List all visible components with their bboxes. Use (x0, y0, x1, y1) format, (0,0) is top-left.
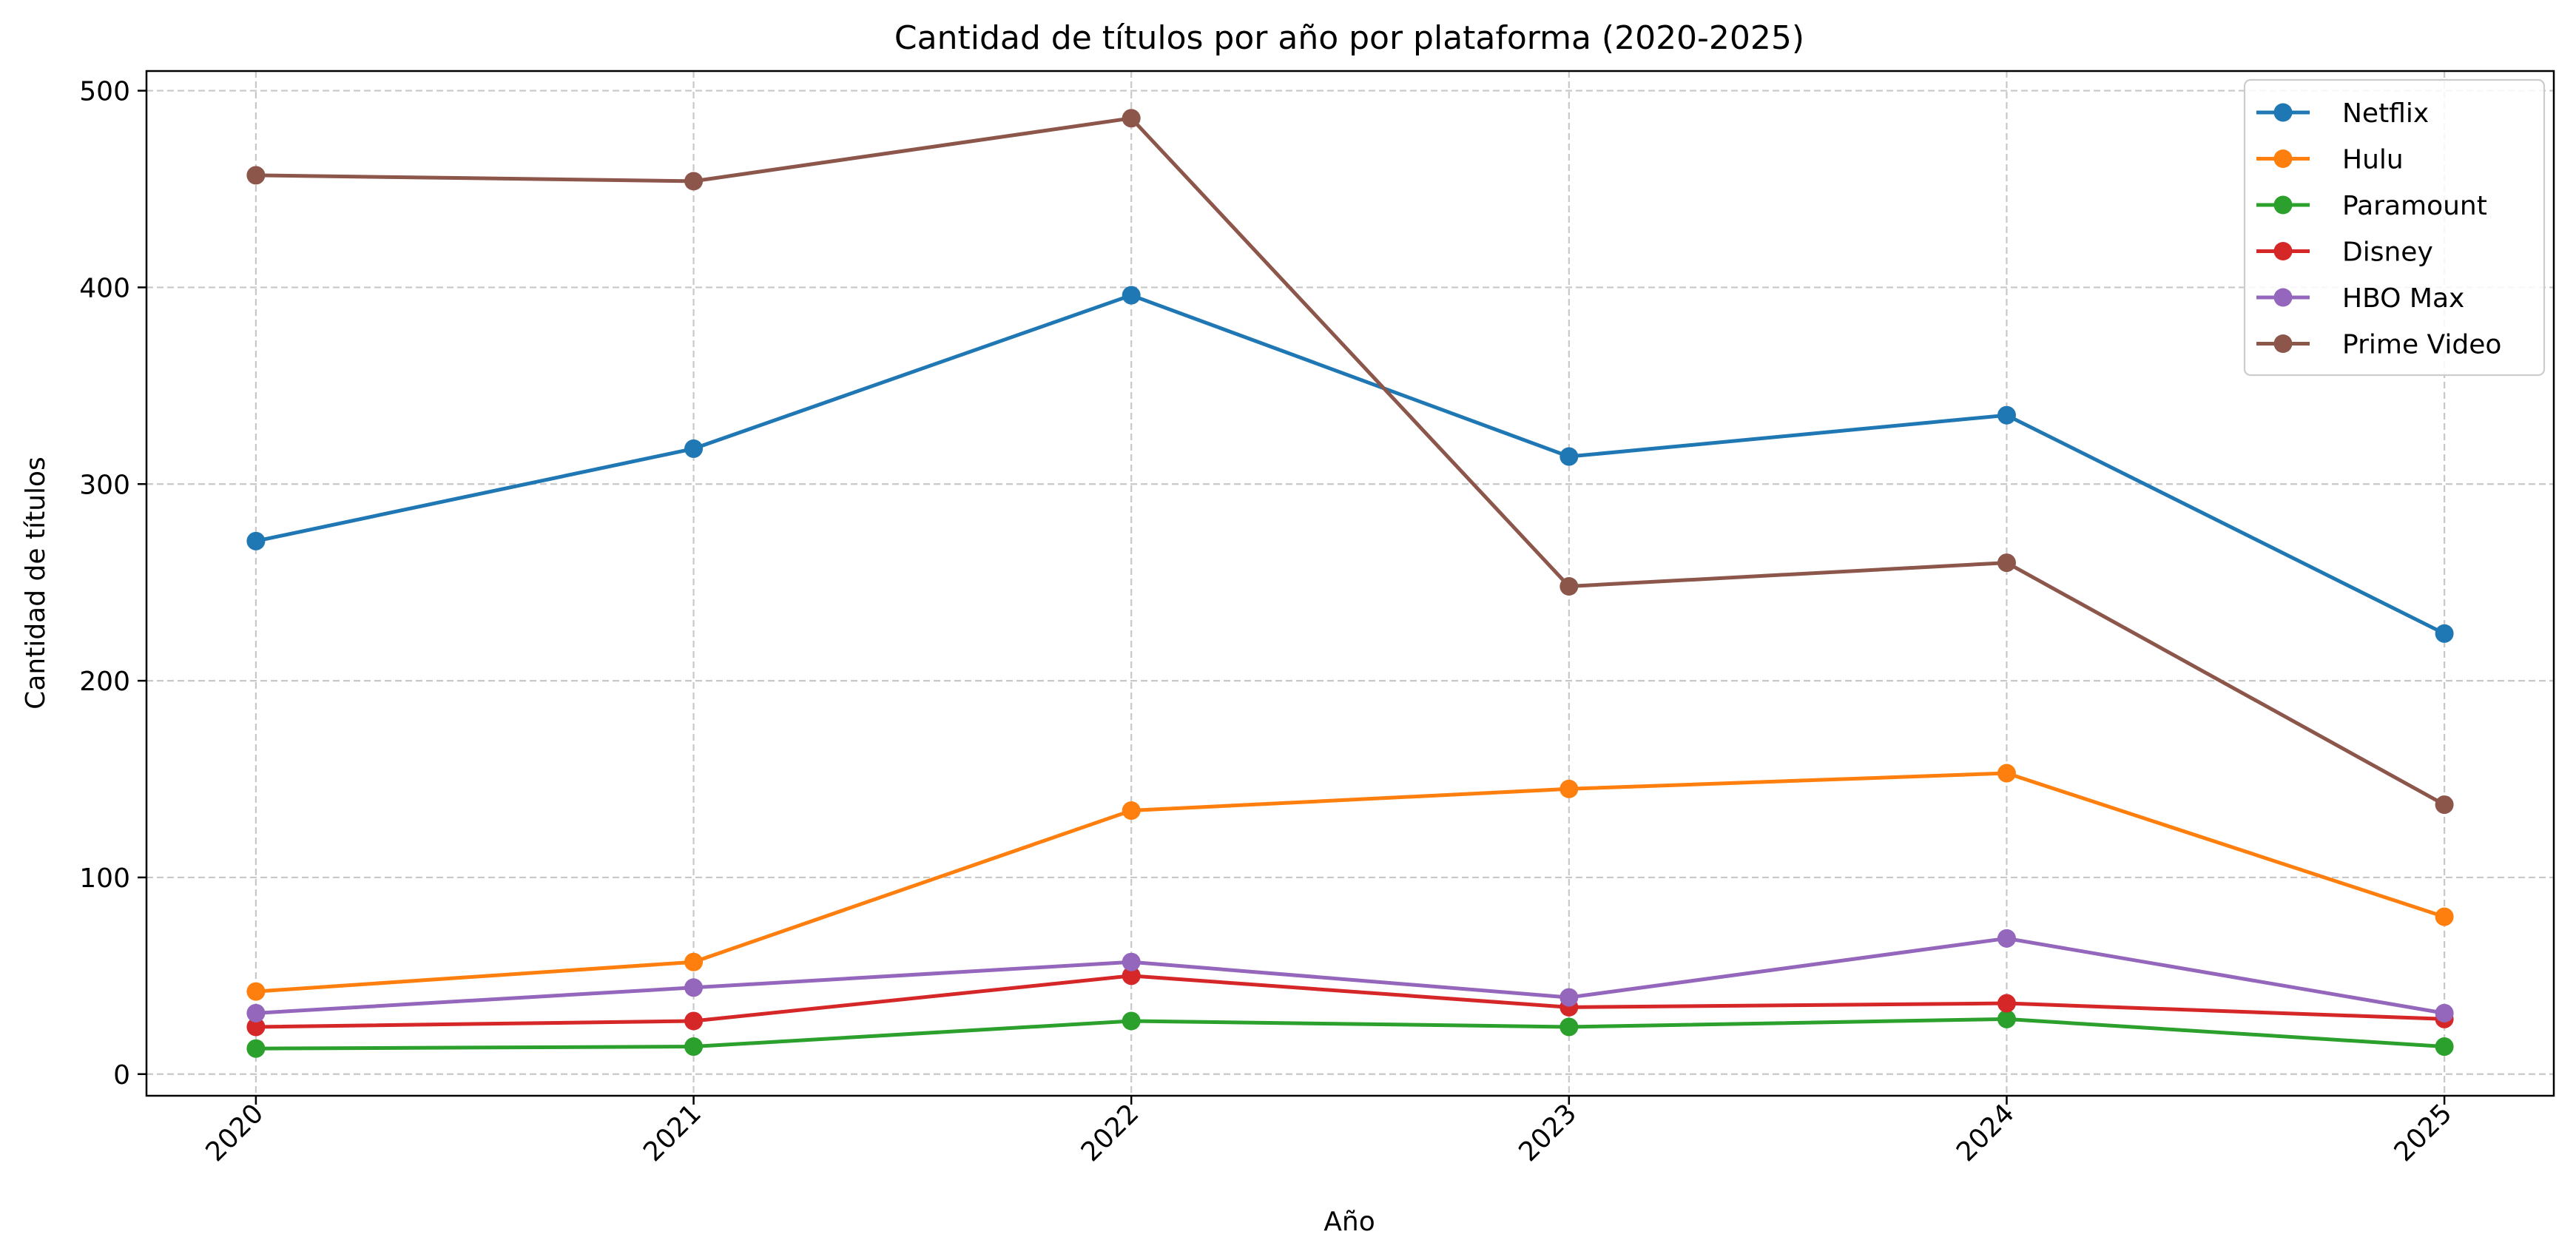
data-point (1122, 286, 1141, 305)
series-line (255, 293, 2446, 636)
legend-label: Hulu (2342, 145, 2404, 175)
y-tick-label: 200 (79, 667, 130, 697)
data-point (1122, 801, 1141, 821)
data-point (684, 1011, 704, 1031)
legend-marker (2273, 195, 2293, 215)
data-point (684, 952, 704, 971)
data-point (246, 531, 266, 550)
legend-marker (2273, 149, 2293, 168)
legend-box (2243, 78, 2546, 377)
series-line (255, 974, 2445, 1029)
legend-item: Hulu (2256, 145, 2404, 175)
legend-item: Prime Video (2256, 330, 2501, 360)
data-point (1997, 405, 2016, 425)
data-point (1560, 447, 1579, 466)
series-hbo-max (246, 929, 2454, 1023)
data-point (2435, 1003, 2454, 1023)
data-point (2435, 795, 2454, 815)
data-point (1560, 576, 1579, 596)
data-point (1997, 994, 2016, 1013)
y-tick-label: 100 (79, 863, 130, 894)
data-point (1997, 1009, 2016, 1028)
series-netflix (246, 286, 2454, 643)
y-tick-label: 0 (113, 1060, 130, 1091)
series-line (255, 116, 2446, 806)
legend-label: Netflix (2342, 98, 2429, 129)
data-point (1122, 952, 1141, 971)
data-point (246, 982, 266, 1001)
legend-label: HBO Max (2342, 283, 2464, 314)
series-hulu (246, 764, 2454, 1001)
legend-item: Paramount (2256, 191, 2487, 221)
data-point (1997, 764, 2016, 783)
legend-item: Disney (2256, 237, 2433, 268)
series-paramount (246, 1009, 2454, 1058)
data-point (1122, 109, 1141, 128)
legend-label: Prime Video (2342, 330, 2501, 360)
data-point (684, 439, 704, 458)
legend-label: Paramount (2342, 191, 2487, 221)
legend-item: HBO Max (2256, 283, 2464, 314)
data-point (1997, 553, 2016, 573)
data-point (1560, 1017, 1579, 1037)
series-prime-video (246, 109, 2454, 815)
x-axis-label: Año (1324, 1207, 1375, 1237)
data-point (684, 172, 704, 191)
data-point (684, 1037, 704, 1057)
y-axis-label: Cantidad de títulos (21, 457, 51, 710)
series-line (255, 936, 2445, 1015)
data-point (246, 1003, 266, 1023)
data-point (1997, 929, 2016, 948)
series-line (255, 771, 2445, 994)
legend-label: Disney (2342, 237, 2433, 268)
legend-marker (2273, 242, 2293, 260)
data-point (1122, 966, 1141, 986)
chart-title: Cantidad de títulos por año por platafor… (894, 19, 1804, 57)
data-point (246, 1039, 266, 1058)
y-tick-label: 500 (79, 77, 130, 107)
data-point (1560, 988, 1579, 1007)
data-point (2435, 1037, 2454, 1057)
y-tick-label: 400 (79, 273, 130, 303)
data-point (246, 166, 266, 185)
y-tick-label: 300 (79, 470, 130, 500)
legend-marker (2273, 103, 2293, 122)
plot-frame (145, 70, 2555, 1097)
data-point (2435, 907, 2454, 926)
legend: Netflix Hulu Paramount Disney HBO Max Prime V… (2243, 78, 2546, 377)
series-layer (246, 109, 2454, 1058)
legend-item: Netflix (2256, 98, 2429, 129)
legend-marker (2273, 334, 2293, 353)
data-point (2435, 624, 2454, 643)
data-point (684, 978, 704, 997)
series-line (255, 1017, 2445, 1051)
data-point (1560, 779, 1579, 798)
legend-marker (2273, 288, 2293, 307)
data-point (1122, 1011, 1141, 1031)
data-point (246, 1017, 266, 1037)
